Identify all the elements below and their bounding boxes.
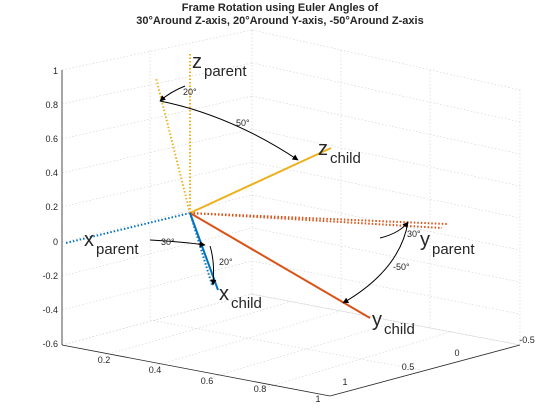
grid-lines xyxy=(61,29,521,397)
axis-label-main: x xyxy=(219,283,229,305)
series-line-y-child xyxy=(189,212,371,319)
series-line-y-intermediate xyxy=(189,212,443,229)
axis-label-sub: parent xyxy=(432,241,475,258)
chart-title: Frame Rotation using Euler Angles of xyxy=(181,2,379,14)
axis-label-main: y xyxy=(372,309,382,331)
angle-annotation: 20° xyxy=(183,87,197,97)
z-tick-label: 0.4 xyxy=(45,168,58,178)
z-tick-label: -0.6 xyxy=(42,339,58,349)
chart-subtitle: 30°Around Z-axis, 20°Around Y-axis, -50°… xyxy=(136,15,424,27)
x-tick-label: 0.6 xyxy=(201,376,214,386)
arc-y-50 xyxy=(342,221,409,304)
x-tick-label: 1 xyxy=(315,394,320,404)
arc-x-20 xyxy=(209,245,217,286)
z-tick-label: 0.6 xyxy=(45,134,58,144)
z-tick-label: 0.2 xyxy=(45,202,58,212)
z-tick-label: 0.8 xyxy=(45,100,58,110)
axis-label-main: y xyxy=(420,229,430,251)
angle-annotation: 30° xyxy=(161,237,175,247)
z-tick-labels: 1 0.8 0.6 0.4 0.2 0 -0.2 -0.4 -0.6 xyxy=(42,66,58,349)
y-tick-labels: 0 0.5 1 -0.5 xyxy=(342,335,534,387)
z-tick-label: -0.2 xyxy=(42,271,58,281)
z-tick-label: 0 xyxy=(53,237,58,247)
y-tick-label: 1 xyxy=(342,377,347,387)
axis-label-sub: child xyxy=(384,321,415,338)
axis-label-z-child: z child xyxy=(318,138,361,167)
series-line-x-parent xyxy=(65,212,191,244)
angle-annotation: 50° xyxy=(236,118,250,128)
axis-label-sub: child xyxy=(231,295,262,312)
axis-label-sub: parent xyxy=(204,63,247,80)
series-line-z-child xyxy=(189,147,332,214)
y-tick-label: -0.5 xyxy=(519,335,535,345)
y-tick-label: 0.5 xyxy=(402,362,415,372)
axis-label-x-parent: x parent xyxy=(84,229,139,258)
angle-arcs xyxy=(149,85,409,304)
arc-z-50 xyxy=(159,100,299,161)
axis-label-main: z xyxy=(318,138,328,160)
axis-label-main: z xyxy=(192,51,202,73)
axis-label-z-parent: z parent xyxy=(192,51,247,80)
angle-annotation: 20° xyxy=(219,257,233,267)
angle-annotation: -50° xyxy=(393,262,410,272)
axis-label-y-child: y child xyxy=(372,309,415,338)
axis-label-y-parent: y parent xyxy=(420,229,475,258)
arc-x-30 xyxy=(149,239,206,248)
z-tick-label: -0.4 xyxy=(42,305,58,315)
axes-box xyxy=(61,70,521,397)
z-tick-label: 1 xyxy=(53,66,58,76)
x-tick-label: 0.2 xyxy=(98,355,111,365)
x-tick-labels: 0.2 0.4 0.6 0.8 1 xyxy=(98,355,321,404)
arc-y-30 xyxy=(379,221,409,239)
angle-annotation: 30° xyxy=(407,229,421,239)
axis-label-sub: child xyxy=(330,150,361,167)
axis-label-sub: parent xyxy=(96,241,139,258)
axis-label-x-child: x child xyxy=(219,283,262,312)
x-tick-label: 0.4 xyxy=(149,365,162,375)
axis-label-main: x xyxy=(84,229,94,251)
y-tick-label: 0 xyxy=(454,348,459,358)
series-line-z-intermediate xyxy=(155,77,191,214)
x-tick-label: 0.8 xyxy=(254,384,267,394)
arc-z-20 xyxy=(159,85,186,102)
angle-annotations: 30° 20° 20° 50° 30° -50° xyxy=(161,87,421,272)
